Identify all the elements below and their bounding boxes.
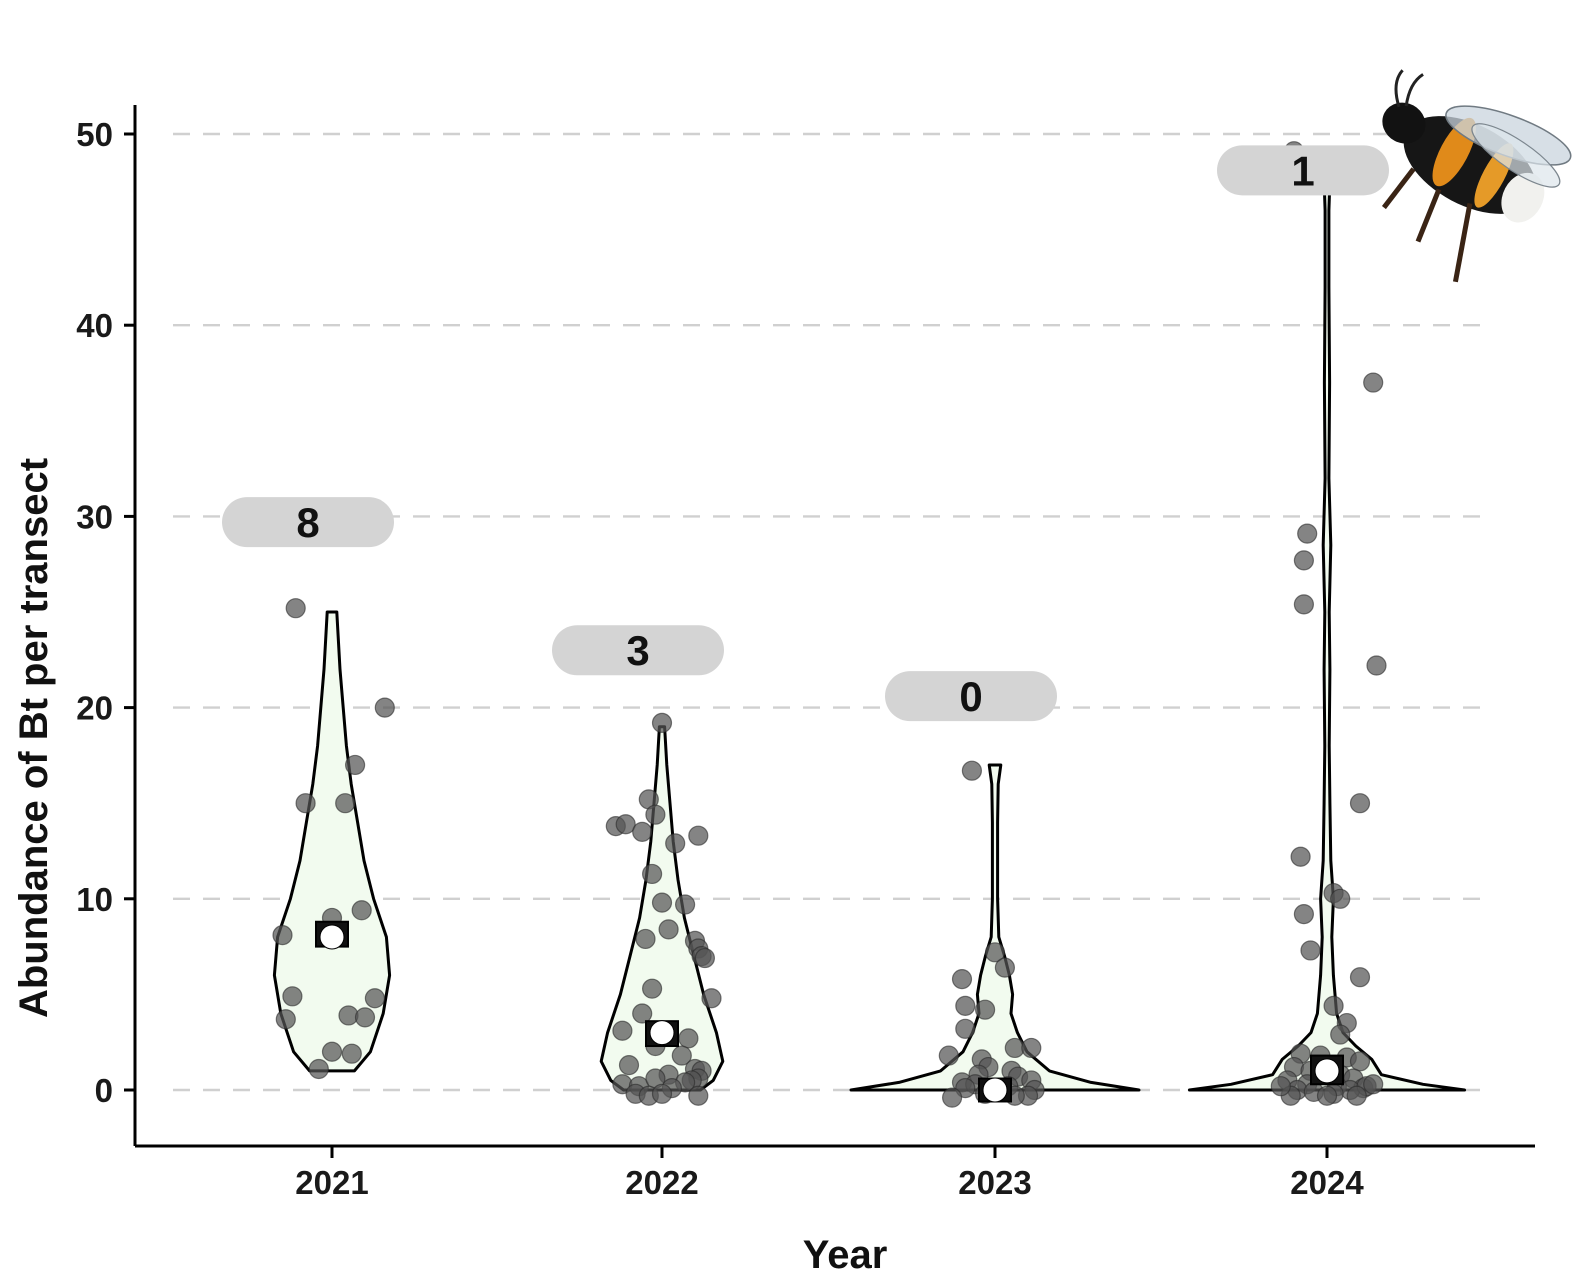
data-point-2024 — [1323, 995, 1344, 1016]
y-tick-label-40: 40 — [76, 307, 113, 344]
data-point-2022 — [612, 1020, 633, 1041]
data-point-2024 — [1330, 888, 1351, 909]
bumblebee-icon — [1381, 69, 1572, 283]
data-point-2024 — [1349, 967, 1371, 988]
y-axis-title: Abundance of Bt per transect — [12, 458, 56, 1018]
data-point-2021 — [354, 1007, 376, 1028]
y-tick-label-20: 20 — [76, 690, 113, 727]
data-point-2022 — [678, 1028, 699, 1049]
data-point-2022 — [615, 814, 636, 835]
median-label-2023: 0 — [959, 673, 982, 720]
x-tick-label-2022: 2022 — [625, 1164, 698, 1201]
y-tick-label-0: 0 — [95, 1072, 113, 1109]
axes — [133, 105, 1535, 1148]
data-point-2021 — [341, 1043, 362, 1064]
median-label-pill-2021 — [222, 497, 394, 548]
data-point-2022 — [674, 894, 696, 915]
median-labels: 8 3 0 1 — [222, 145, 1389, 722]
data-point-2024 — [1346, 1085, 1367, 1106]
data-point-2022 — [665, 833, 686, 854]
x-tick-label-2023: 2023 — [958, 1164, 1031, 1201]
data-point-2022 — [645, 804, 666, 825]
data-point-2024 — [1316, 1085, 1338, 1106]
data-point-2024 — [1349, 1051, 1371, 1072]
data-point-2022 — [641, 863, 663, 885]
violin-2024 — [1187, 151, 1467, 1092]
data-point-2023 — [1021, 1037, 1042, 1059]
data-point-2021 — [364, 988, 385, 1009]
violin-2023 — [849, 763, 1141, 1092]
data-point-2022 — [688, 825, 709, 846]
data-point-2022 — [641, 978, 663, 999]
violins — [272, 151, 1467, 1092]
data-point-2024 — [1349, 793, 1371, 814]
data-point-2023 — [961, 760, 983, 781]
median-dot-2023 — [982, 1077, 1008, 1103]
data-point-2024 — [1297, 523, 1318, 544]
data-point-2022 — [651, 1083, 673, 1104]
data-point-2021 — [335, 793, 356, 814]
data-point-2023 — [955, 1018, 976, 1039]
data-point-2021 — [308, 1058, 329, 1080]
y-tick-label-30: 30 — [76, 498, 113, 535]
data-point-2021 — [345, 754, 366, 776]
data-point-2022 — [701, 988, 722, 1009]
jitter-points — [272, 141, 1387, 1108]
data-point-2022 — [694, 947, 716, 969]
data-point-2024 — [1270, 1076, 1291, 1097]
data-point-2021 — [351, 900, 372, 921]
median-boxes — [315, 920, 1344, 1103]
data-point-2024 — [1366, 655, 1387, 676]
data-point-2022 — [632, 821, 653, 842]
data-point-2022 — [651, 712, 673, 733]
median-label-2022: 3 — [626, 627, 649, 674]
data-point-2024 — [1363, 372, 1384, 393]
data-point-2023 — [984, 942, 1006, 963]
median-label-2024: 1 — [1291, 147, 1314, 194]
data-point-2024 — [1293, 594, 1315, 615]
data-point-2022 — [651, 892, 673, 913]
median-dot-2024 — [1314, 1058, 1340, 1084]
data-point-2024 — [1290, 846, 1311, 867]
x-tick-label-2024: 2024 — [1290, 1164, 1364, 1201]
data-point-2022 — [632, 1003, 653, 1024]
data-point-2021 — [321, 1041, 343, 1062]
median-label-2021: 8 — [296, 499, 319, 546]
median-label-pill-2022 — [552, 625, 724, 676]
data-point-2021 — [282, 986, 303, 1007]
median-dot-2021 — [319, 924, 345, 950]
data-point-2021 — [295, 793, 316, 814]
data-point-2022 — [618, 1055, 640, 1076]
data-point-2021 — [275, 1009, 296, 1030]
data-point-2022 — [671, 1045, 692, 1066]
y-tick-label-50: 50 — [76, 116, 113, 153]
data-point-2023 — [941, 1087, 963, 1108]
data-point-2023 — [974, 999, 996, 1020]
data-point-2024 — [1330, 1024, 1351, 1045]
data-point-2024 — [1363, 1074, 1384, 1095]
median-label-pill-2023 — [885, 671, 1057, 722]
data-point-2023 — [951, 969, 973, 990]
x-axis-title: Year — [803, 1233, 888, 1275]
y-tick-label-10: 10 — [76, 881, 113, 918]
data-point-2022 — [635, 928, 656, 950]
data-point-2023 — [994, 957, 1016, 978]
data-point-2024 — [1293, 550, 1315, 571]
median-dot-2022 — [649, 1020, 675, 1046]
x-tick-label-2021: 2021 — [295, 1164, 368, 1201]
data-point-2023 — [938, 1045, 959, 1066]
data-point-2021 — [272, 925, 293, 946]
data-point-2021 — [374, 697, 395, 718]
data-point-2023 — [955, 995, 976, 1016]
data-point-2024 — [1300, 940, 1321, 961]
data-point-2022 — [688, 1085, 709, 1106]
median-label-pill-2024 — [1217, 145, 1389, 196]
violin-2021 — [272, 610, 392, 1073]
data-point-2022 — [658, 919, 679, 940]
data-point-2024 — [1293, 903, 1315, 925]
data-point-2021 — [285, 598, 306, 619]
